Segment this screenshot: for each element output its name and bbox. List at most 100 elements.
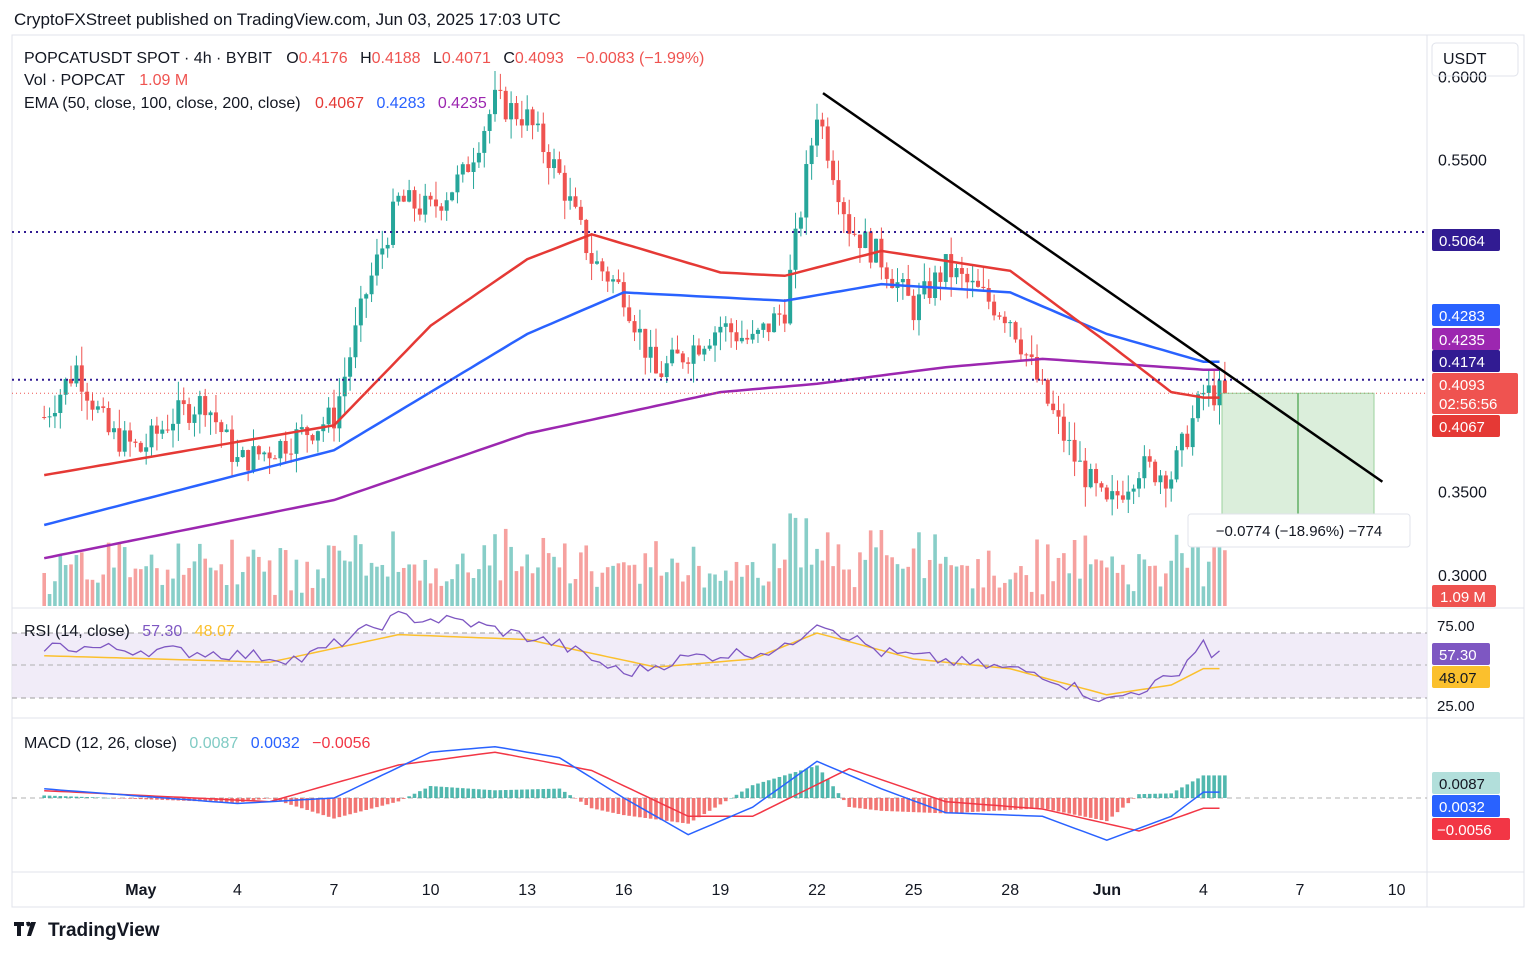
volume-bar <box>192 561 197 606</box>
rsi-ma-legend-value: 48.07 <box>195 623 235 640</box>
volume-bar <box>418 580 422 606</box>
macd-hist-label: 0.0087 <box>1439 776 1485 793</box>
macd-hist-bar <box>868 798 873 810</box>
volume-bar <box>171 578 175 606</box>
macd-hist-bar <box>342 798 347 816</box>
macd-hist-bar <box>643 798 648 818</box>
candle-body <box>815 119 819 146</box>
volume-bar <box>1024 575 1029 606</box>
volume-bar <box>455 564 460 606</box>
candle-body <box>847 214 852 234</box>
candle-body <box>1163 475 1168 489</box>
macd-hist-bar <box>139 798 143 800</box>
volume-bar <box>466 572 470 606</box>
candle-body <box>616 279 621 283</box>
candle-body <box>79 365 84 392</box>
macd-hist-bar <box>69 796 73 798</box>
downtrend-line[interactable] <box>822 92 1384 483</box>
volume-bar <box>353 535 358 606</box>
macd-hist-bar <box>659 798 664 821</box>
candle-body <box>1212 385 1217 406</box>
candle-body <box>600 261 605 272</box>
macd-hist-bar <box>616 798 621 814</box>
volume-bar <box>783 559 787 606</box>
rsi-lines <box>43 610 1220 703</box>
candle-body <box>283 440 288 454</box>
candle-body <box>841 202 846 215</box>
volume-bar <box>654 541 658 606</box>
volume-bar <box>1169 560 1173 606</box>
macd-hist-bar <box>155 798 159 800</box>
candle-body <box>1196 394 1201 419</box>
volume-bar <box>278 548 283 606</box>
candle-body <box>476 152 481 163</box>
volume-bar <box>536 567 540 606</box>
macd-hist-bar <box>1094 798 1098 819</box>
volume-bar <box>203 558 207 606</box>
candle-body <box>1002 316 1007 324</box>
volume-bar <box>128 577 132 606</box>
macd-hist-bar <box>847 798 851 807</box>
macd-hist-bar <box>1164 793 1168 798</box>
time-tick: 7 <box>1296 882 1305 899</box>
macd-hist-bar <box>836 793 841 798</box>
volume-bar <box>729 580 733 606</box>
volume-bar <box>804 518 809 606</box>
short-position-tool[interactable] <box>1221 392 1375 523</box>
volume-bar <box>117 542 122 606</box>
macd-hist-bar <box>262 798 267 799</box>
volume-bar <box>106 542 111 606</box>
candle-body <box>664 363 669 378</box>
volume-bar <box>122 547 127 606</box>
candle-body <box>1179 433 1184 451</box>
candle-body <box>493 89 497 115</box>
macd-hist-bar <box>208 798 213 802</box>
macd-hist-bar <box>117 798 122 799</box>
tradingview-footer[interactable]: TradingView <box>14 920 160 942</box>
macd-hist-bar <box>1126 798 1131 804</box>
volume-bar <box>326 545 331 606</box>
macd-hist-bar <box>165 798 170 801</box>
time-tick: 19 <box>712 882 730 899</box>
volume-bar <box>713 574 717 606</box>
volume-bar <box>112 567 116 606</box>
macd-hist-box <box>1432 772 1500 794</box>
macd-hist-bar <box>1185 784 1190 798</box>
rsi-line <box>43 610 1220 703</box>
macd-hist-bar <box>1196 778 1200 798</box>
legend-open-label: O <box>286 50 298 67</box>
volume-bar <box>47 594 52 606</box>
candle-body <box>90 400 95 410</box>
candle-body <box>85 391 90 401</box>
macd-hist-bar <box>622 798 626 816</box>
volume-bar <box>1029 591 1034 606</box>
time-tick: May <box>125 882 156 899</box>
macd-hist-bar <box>444 787 449 798</box>
legend-low: 0.4071 <box>442 50 491 67</box>
volume-bar <box>198 543 202 606</box>
macd-hist-bar <box>401 798 406 799</box>
time-axis-ticks: May 4 7 10 13 16 19 22 25 28 Jun 4 7 10 <box>125 882 1405 899</box>
macd-hist-bar <box>380 798 385 806</box>
volume-bar <box>444 581 449 606</box>
candle-body <box>1061 416 1066 441</box>
volume-bar <box>509 546 513 606</box>
signal-line <box>44 751 1220 832</box>
volume-bar <box>493 534 497 606</box>
macd-hist-bar <box>1056 798 1061 812</box>
volume-bar <box>718 580 723 606</box>
macd-hist-bar <box>461 788 465 798</box>
price-label: 0.4093 <box>1439 377 1485 394</box>
macd-hist-bar <box>1201 775 1206 798</box>
candle-body <box>256 446 261 455</box>
currency-label[interactable]: USDT <box>1443 51 1487 68</box>
macd-hist-bar <box>611 798 615 813</box>
candle-body <box>144 447 149 452</box>
horizontal-lines <box>12 230 1427 394</box>
candle-body <box>1088 468 1093 488</box>
volume-bar <box>976 559 980 606</box>
volume-bar <box>514 571 519 606</box>
rsi-value-label: 57.30 <box>1439 647 1477 664</box>
macd-hist-bar <box>1206 775 1211 798</box>
